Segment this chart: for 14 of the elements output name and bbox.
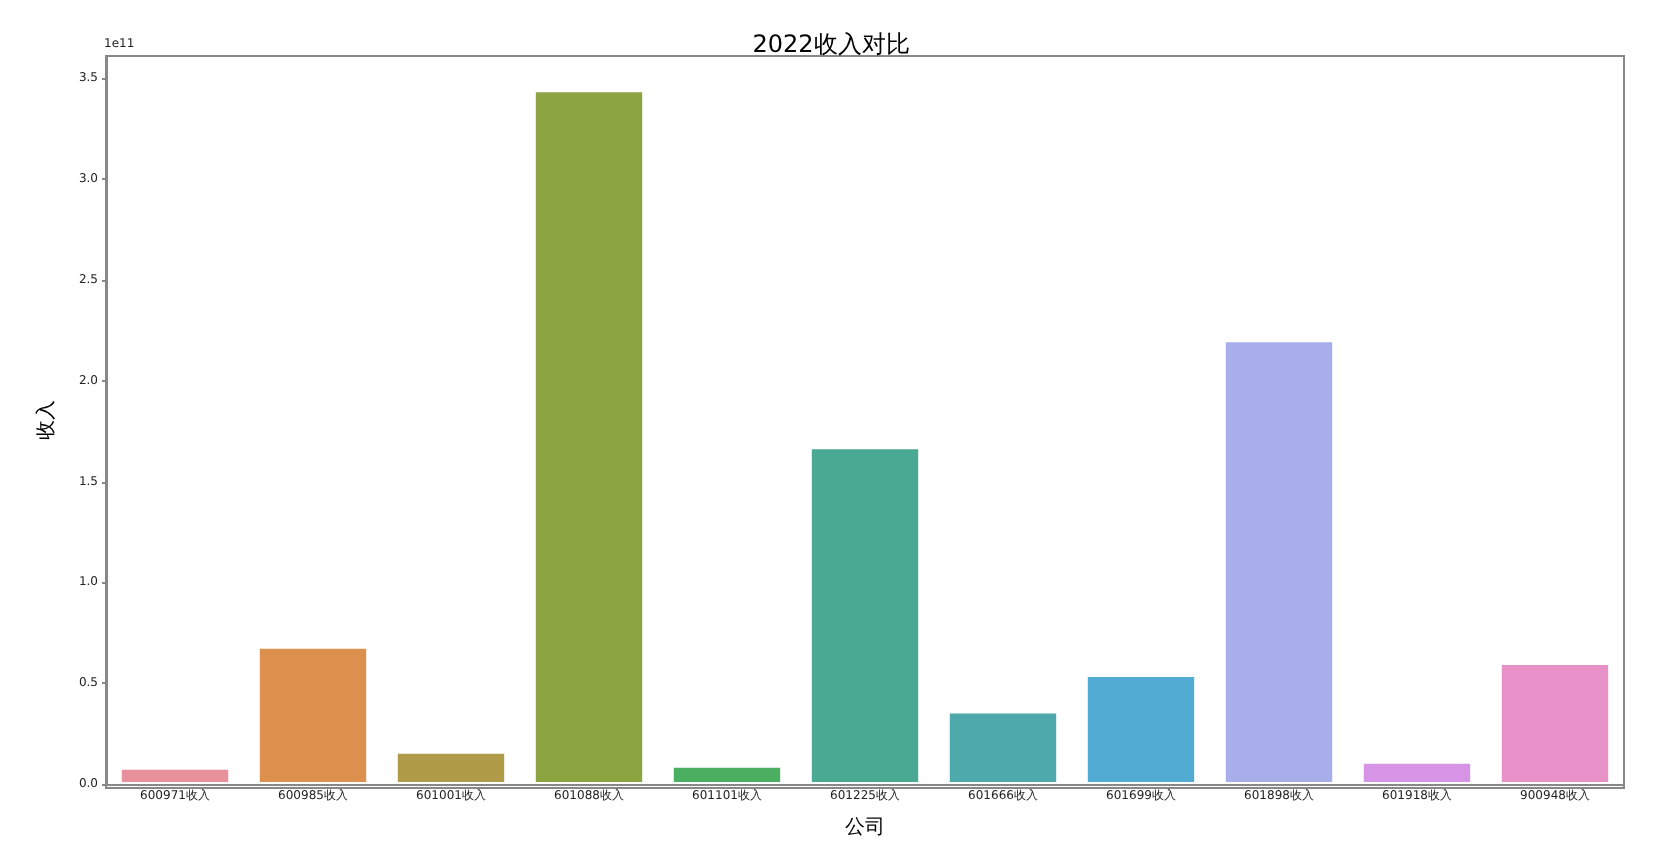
- bar: [257, 646, 369, 784]
- chart-title: 2022收入对比: [752, 30, 910, 58]
- bar: [1361, 761, 1473, 784]
- bar: [395, 751, 507, 784]
- bar: [119, 767, 231, 784]
- bar: [1085, 675, 1197, 784]
- y-axis-title: 收入: [34, 400, 59, 440]
- bar: [671, 765, 783, 784]
- bar: [533, 90, 645, 784]
- bar: [809, 447, 921, 784]
- bar: [947, 711, 1059, 784]
- bar: [1223, 340, 1335, 784]
- bar: [1499, 663, 1611, 784]
- x-axis-title: 公司: [845, 815, 885, 839]
